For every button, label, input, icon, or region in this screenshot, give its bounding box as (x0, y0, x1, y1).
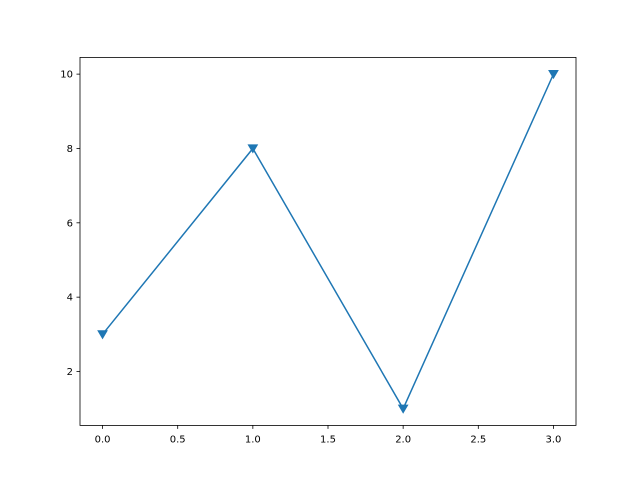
x-tick-label: 2.0 (395, 434, 411, 445)
y-tick-label: 6 (67, 218, 73, 229)
x-tick-label: 1.0 (245, 434, 261, 445)
x-tick-label: 1.5 (320, 434, 336, 445)
data-point-marker (397, 404, 409, 414)
y-tick-label: 10 (60, 70, 73, 81)
x-tick-label: 2.5 (470, 434, 486, 445)
axes-frame (79, 57, 577, 426)
y-tick-label: 2 (67, 367, 73, 378)
x-tick-label: 3.0 (546, 434, 562, 445)
x-tick-label: 0.5 (170, 434, 186, 445)
data-point-marker (97, 330, 108, 340)
x-tick-label: 0.0 (95, 434, 111, 445)
y-tick-label: 4 (67, 293, 73, 304)
data-point-marker (548, 70, 559, 80)
y-tick-label: 8 (67, 144, 73, 155)
series-line (101, 73, 555, 411)
data-point-marker (247, 144, 259, 154)
